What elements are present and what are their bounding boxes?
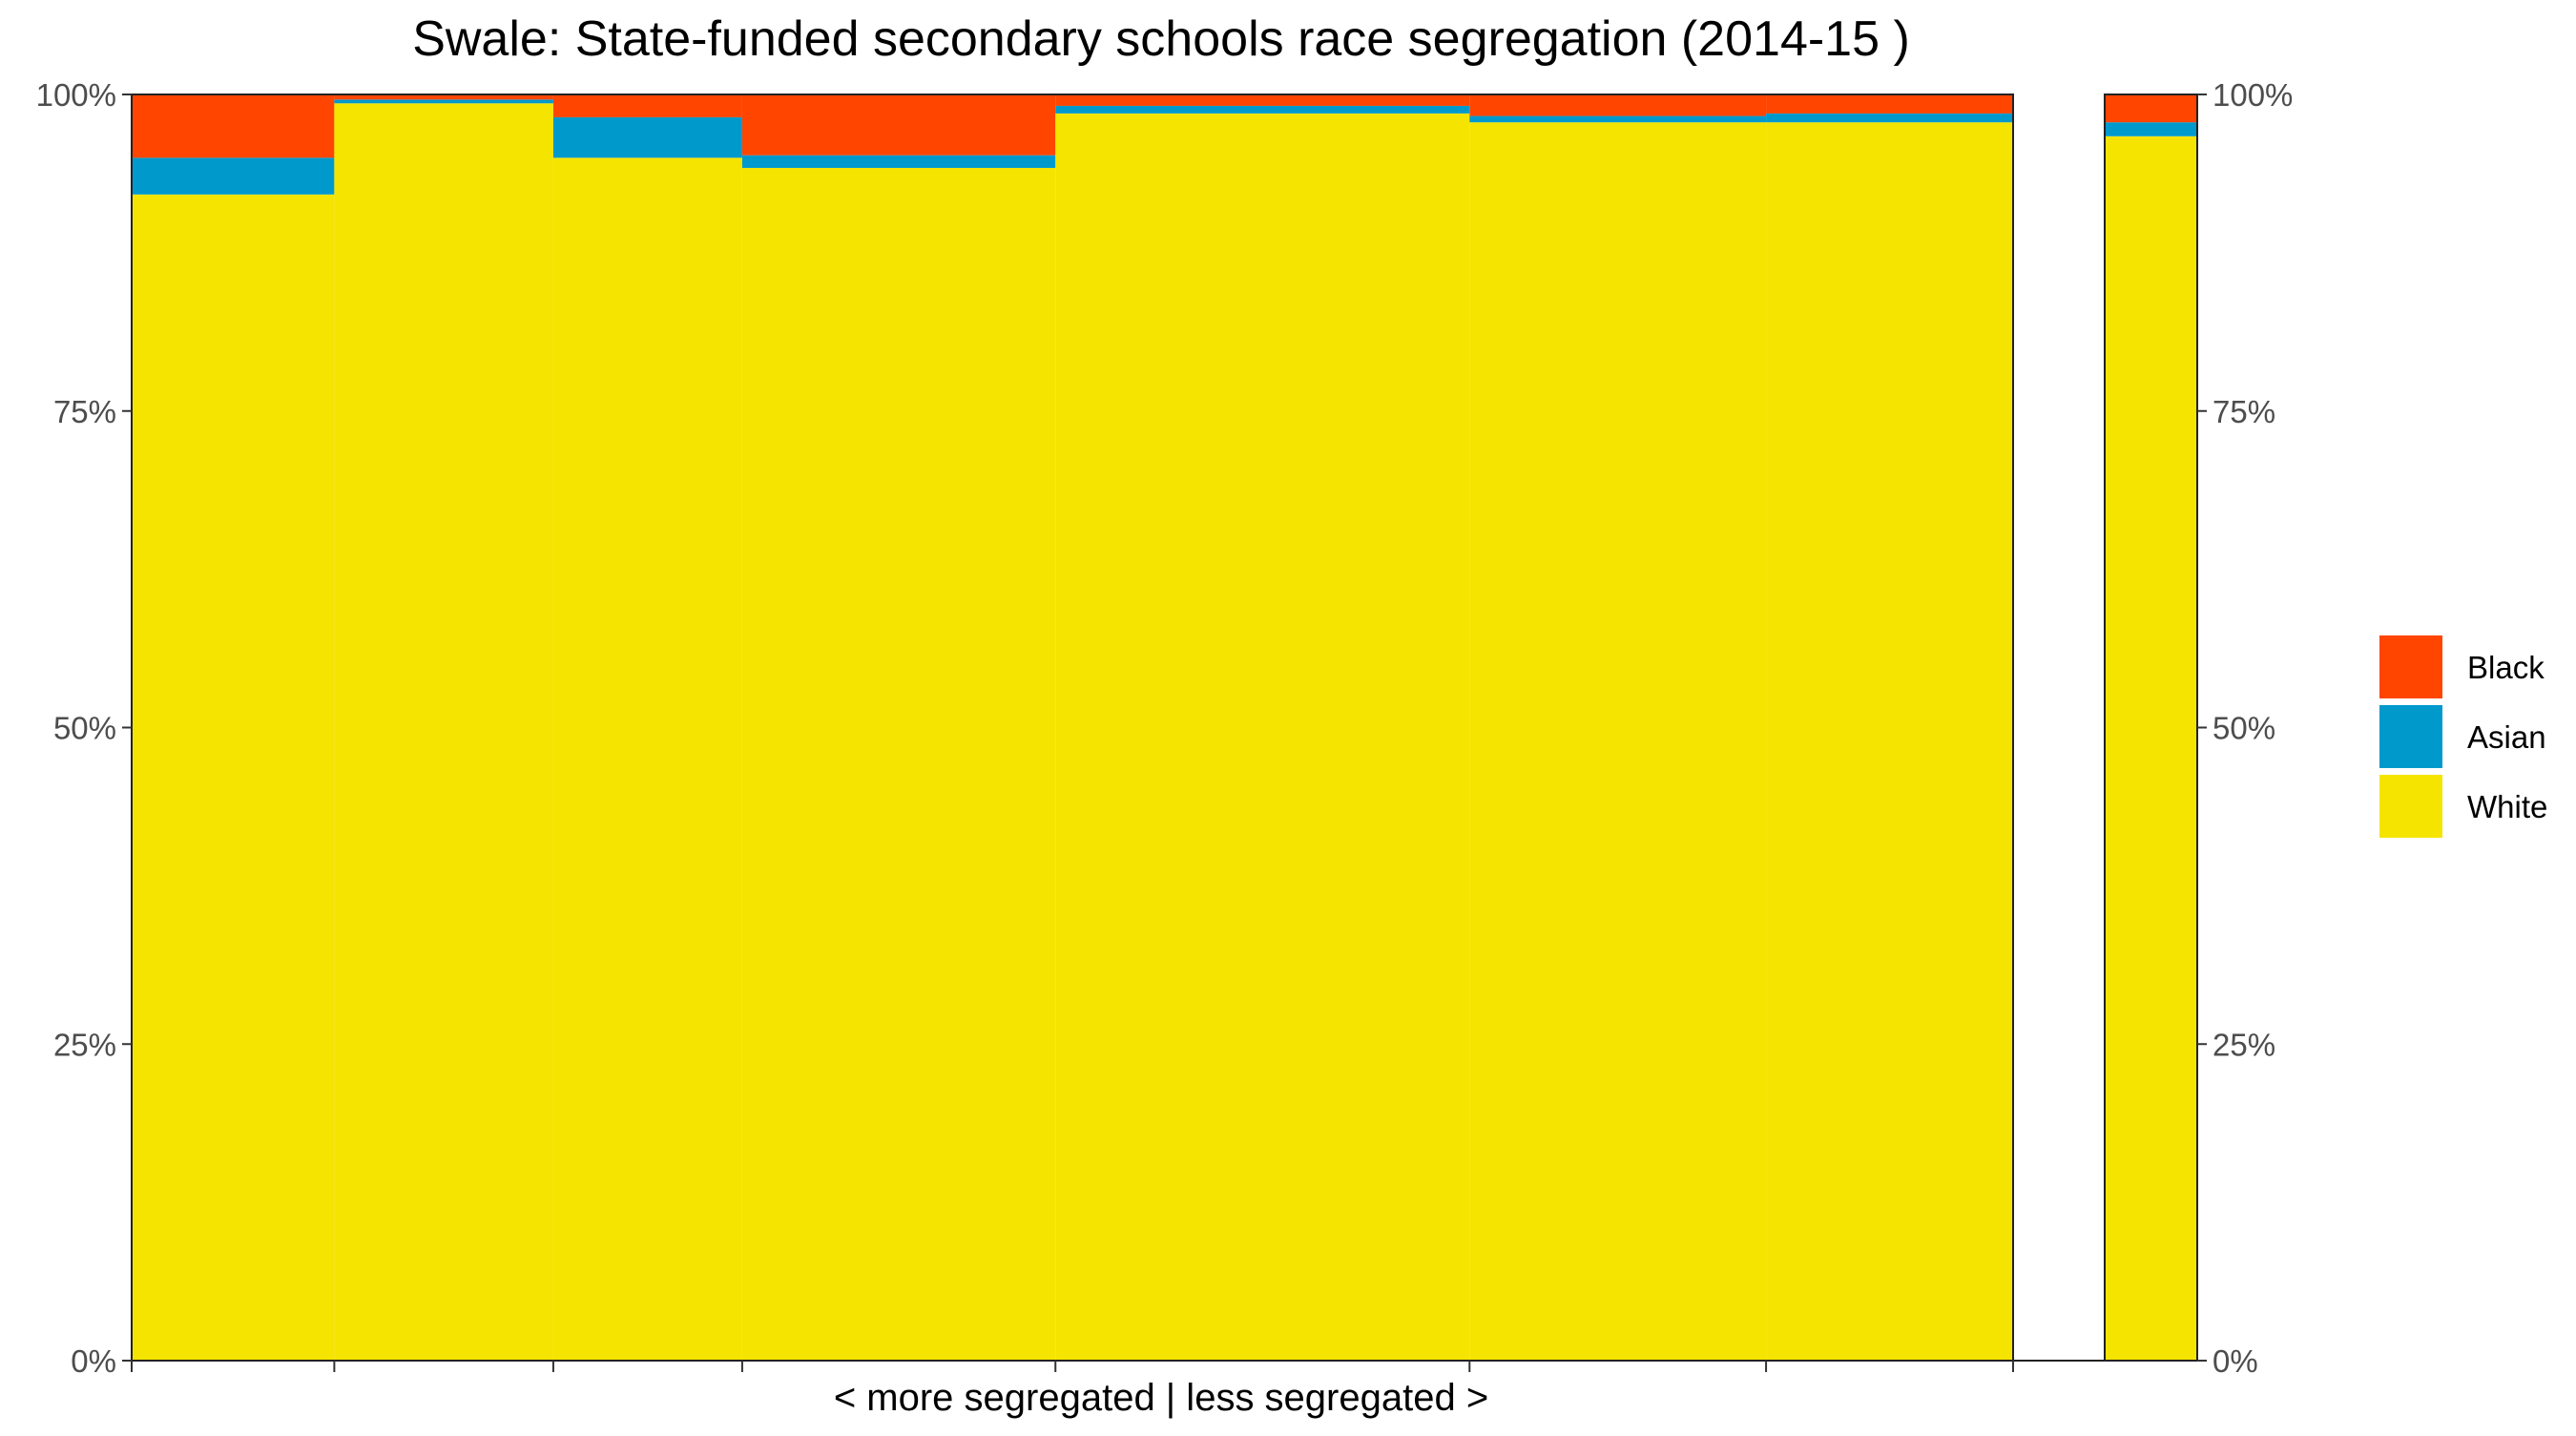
y-tick-label-right: 100% xyxy=(2212,77,2293,113)
bar-segment-asian-8 xyxy=(2105,122,2197,136)
y-tick-label-left: 100% xyxy=(36,77,116,113)
bar-segment-white-6 xyxy=(1469,122,1767,1362)
bar-segment-black-4 xyxy=(741,94,1056,156)
bar-segment-white-8 xyxy=(2105,135,2197,1361)
bar-segment-black-5 xyxy=(1055,94,1470,106)
legend-swatch-black xyxy=(2379,635,2442,698)
bar-segment-asian-4 xyxy=(741,155,1056,168)
y-tick-label-right: 25% xyxy=(2212,1027,2275,1062)
bar-segment-white-5 xyxy=(1055,113,1470,1361)
bar-segment-black-2 xyxy=(334,94,553,100)
bar-segment-white-3 xyxy=(552,157,742,1362)
bar-segment-white-4 xyxy=(741,167,1056,1361)
bar-segment-asian-7 xyxy=(1766,113,2013,123)
bar-segment-white-2 xyxy=(334,103,553,1361)
y-tick-label-right: 75% xyxy=(2212,394,2275,429)
legend-label-asian: Asian xyxy=(2467,719,2546,755)
bar-segment-black-3 xyxy=(552,94,742,117)
x-axis-label: < more segregated | less segregated > xyxy=(834,1377,1488,1419)
bar-segment-asian-5 xyxy=(1055,105,1470,114)
legend-label-black: Black xyxy=(2467,650,2545,685)
legend-swatch-asian xyxy=(2379,705,2442,768)
bar-segment-black-8 xyxy=(2105,94,2197,123)
bar-segment-white-1 xyxy=(132,194,335,1361)
axes-layer: 0% 0% 25% 25% 50% 50% 75% 75% 100% 100% xyxy=(36,77,2294,1379)
bar-segment-black-1 xyxy=(132,94,335,158)
y-tick-label-left: 75% xyxy=(53,394,116,429)
legend-label-white: White xyxy=(2467,789,2547,824)
y-tick-label-left: 0% xyxy=(71,1343,116,1379)
bar-segment-asian-2 xyxy=(334,99,553,104)
chart-title: Swale: State-funded secondary schools ra… xyxy=(412,11,1910,67)
bar-segment-asian-6 xyxy=(1469,115,1767,123)
legend: Black Asian White xyxy=(2379,635,2547,838)
bar-segment-white-7 xyxy=(1766,122,2013,1362)
y-tick-label-right: 0% xyxy=(2212,1343,2258,1379)
legend-swatch-white xyxy=(2379,775,2442,838)
y-tick-label-right: 50% xyxy=(2212,711,2275,746)
bar-segment-black-7 xyxy=(1766,94,2013,114)
bar-segment-black-6 xyxy=(1469,94,1767,116)
y-tick-label-left: 50% xyxy=(53,711,116,746)
y-tick-label-left: 25% xyxy=(53,1027,116,1062)
bar-segment-asian-1 xyxy=(132,157,335,195)
bar-segment-asian-3 xyxy=(552,116,742,158)
bars-layer xyxy=(132,94,2197,1362)
